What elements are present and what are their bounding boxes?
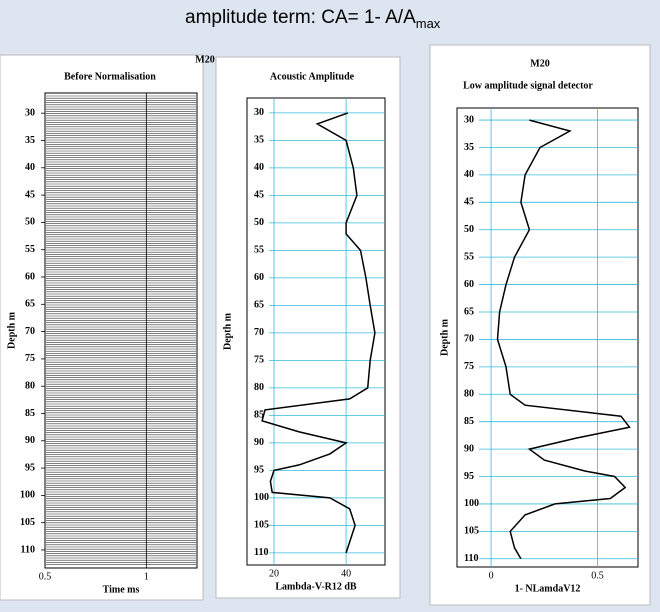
x-tick-label: 20 (269, 568, 279, 579)
y-tick-label: 55 (464, 251, 474, 262)
y-tick-label: 55 (254, 245, 264, 256)
y-tick-label: 30 (25, 107, 35, 118)
log-curve (496, 119, 631, 560)
x-tick-label: 0.5 (39, 571, 52, 582)
y-tick-label: 50 (25, 217, 35, 228)
y-tick-label: 90 (254, 437, 264, 448)
y-axis-label: Depth m (6, 311, 17, 349)
y-axis-label: Depth m (439, 318, 450, 356)
y-tick-label: 45 (254, 190, 264, 201)
plot-area (44, 92, 198, 569)
y-tick-label: 90 (464, 443, 474, 454)
y-tick-label: 30 (254, 107, 264, 118)
x-tick-label: 40 (341, 568, 351, 579)
chart-title: Low amplitude signal detector (463, 80, 593, 91)
y-tick-label: 80 (464, 389, 474, 400)
y-tick-label: 100 (464, 498, 479, 509)
y-tick-label: 85 (25, 408, 35, 419)
y-tick-label: 30 (464, 114, 474, 125)
y-tick-label: 95 (464, 471, 474, 482)
title-main: amplitude term: CA= 1- A/A (185, 7, 416, 28)
y-tick-label: 75 (25, 353, 35, 364)
chart-title: Acoustic Amplitude (270, 71, 355, 82)
plot-area (456, 107, 639, 568)
plot-area (246, 97, 386, 566)
y-tick-label: 60 (254, 272, 264, 283)
y-tick-label: 40 (254, 162, 264, 173)
well-name: M20 (195, 54, 214, 65)
y-tick-label: 65 (254, 300, 264, 311)
y-tick-label: 100 (254, 492, 269, 503)
x-tick-label: 1 (144, 571, 149, 582)
y-tick-label: 110 (464, 553, 478, 564)
y-tick-label: 35 (464, 142, 474, 153)
y-tick-label: 65 (464, 306, 474, 317)
y-tick-label: 70 (25, 326, 35, 337)
y-tick-label: 110 (254, 547, 268, 558)
y-tick-label: 45 (464, 197, 474, 208)
well-name: M20 (530, 58, 549, 69)
x-axis-label: Lambda-V-R12 dB (275, 581, 357, 592)
y-tick-label: 40 (464, 169, 474, 180)
y-tick-label: 105 (20, 517, 35, 528)
y-tick-label: 110 (21, 544, 35, 555)
y-tick-label: 85 (464, 416, 474, 427)
y-tick-label: 70 (254, 327, 264, 338)
y-tick-label: 40 (25, 162, 35, 173)
x-axis-label: 1- NLamdaV12 (515, 583, 581, 594)
y-tick-label: 90 (25, 435, 35, 446)
y-tick-label: 105 (254, 520, 269, 531)
y-tick-label: 50 (254, 217, 264, 228)
y-axis-label: Depth m (222, 312, 233, 350)
y-tick-label: 95 (25, 462, 35, 473)
y-tick-label: 70 (464, 334, 474, 345)
y-tick-label: 95 (254, 465, 264, 476)
chart-title: Before Normalisation (64, 71, 156, 82)
y-tick-label: 50 (464, 224, 474, 235)
y-tick-label: 75 (254, 355, 264, 366)
y-tick-label: 55 (25, 244, 35, 255)
x-tick-label: 0 (489, 570, 494, 581)
y-tick-label: 45 (25, 189, 35, 200)
title-subscript: max (416, 16, 441, 31)
x-tick-label: 0.5 (591, 570, 604, 581)
log-curve (261, 112, 376, 554)
y-tick-label: 80 (25, 380, 35, 391)
y-tick-label: 100 (20, 490, 35, 501)
slide-title: amplitude term: CA= 1- A/Amax (185, 7, 441, 31)
y-tick-label: 60 (464, 279, 474, 290)
y-tick-label: 60 (25, 271, 35, 282)
y-tick-label: 105 (464, 526, 479, 537)
y-tick-label: 80 (254, 382, 264, 393)
y-tick-label: 35 (25, 135, 35, 146)
y-tick-label: 65 (25, 299, 35, 310)
y-tick-label: 35 (254, 135, 264, 146)
y-tick-label: 85 (254, 410, 264, 421)
x-axis-label: Time ms (103, 584, 140, 595)
y-tick-label: 75 (464, 361, 474, 372)
